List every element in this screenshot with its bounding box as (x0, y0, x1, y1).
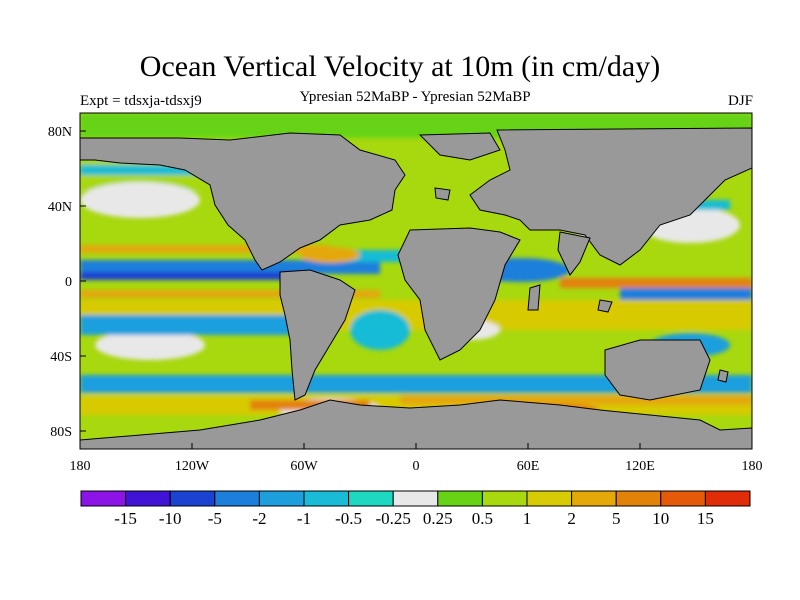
colorbar-label-11: 5 (612, 509, 621, 528)
colorbar-box-3 (214, 490, 260, 507)
lon-label-180e: 180 (742, 459, 763, 474)
colorbar-box-10 (526, 490, 573, 507)
colorbar-box-0 (80, 490, 127, 507)
colorbar-labels: -15 -10 -5 -2 -1 -0.5 -0.25 0.25 0.5 1 2 5 10 15 (114, 509, 714, 528)
page-title: Ocean Vertical Velocity at 10m (in cm/da… (139, 50, 661, 83)
land-masses (80, 127, 752, 449)
lon-label-60w: 60W (290, 459, 318, 474)
experiment-label: Expt = tdsxja-tdsxj9 (80, 93, 202, 109)
lon-label-120e: 120E (625, 459, 655, 474)
lat-label-80s: 80S (50, 425, 72, 440)
longitude-axis: 180 120W 60W 0 60E 120E 180 (70, 443, 763, 474)
lat-label-40s: 40S (50, 350, 72, 365)
colorbar-box-8 (437, 490, 483, 507)
lat-label-0: 0 (65, 275, 72, 290)
lon-label-180w: 180 (70, 459, 91, 474)
colorbar: -15 -10 -5 -2 -1 -0.5 -0.25 0.25 0.5 1 2 5 10 15 (80, 490, 751, 528)
colorbar-boxes (80, 490, 751, 507)
colorbar-label-10: 2 (567, 509, 576, 528)
colorbar-label-0: -15 (114, 509, 137, 528)
colorbar-box-12 (615, 490, 662, 507)
lon-label-120w: 120W (175, 459, 210, 474)
velocity-field (80, 113, 752, 449)
lat-label-40n: 40N (48, 200, 72, 215)
colorbar-label-6: -0.25 (375, 509, 410, 528)
colorbar-box-7 (392, 490, 439, 507)
lon-label-60e: 60E (517, 459, 540, 474)
colorbar-box-5 (303, 490, 350, 507)
colorbar-label-7: 0.25 (423, 509, 453, 528)
lon-label-0: 0 (413, 459, 420, 474)
colorbar-box-11 (571, 490, 617, 507)
colorbar-label-8: 0.5 (472, 509, 493, 528)
colorbar-box-6 (348, 490, 394, 507)
colorbar-label-5: -0.5 (335, 509, 362, 528)
colorbar-label-4: -1 (297, 509, 311, 528)
latitude-axis: 80N 40N 0 40S 80S (48, 125, 86, 440)
colorbar-label-1: -10 (159, 509, 182, 528)
colorbar-box-2 (169, 490, 216, 507)
colorbar-box-1 (125, 490, 171, 507)
lat-label-80n: 80N (48, 125, 72, 140)
colorbar-label-13: 15 (697, 509, 714, 528)
season-label: DJF (727, 93, 753, 109)
colorbar-box-14 (704, 490, 751, 507)
colorbar-label-12: 10 (652, 509, 669, 528)
colorbar-box-9 (481, 490, 528, 507)
colorbar-box-4 (258, 490, 305, 507)
colorbar-label-9: 1 (523, 509, 532, 528)
subtitle: Ypresian 52MaBP - Ypresian 52MaBP (299, 89, 531, 105)
colorbar-box-13 (660, 490, 706, 507)
colorbar-label-2: -5 (208, 509, 222, 528)
colorbar-label-3: -2 (252, 509, 266, 528)
